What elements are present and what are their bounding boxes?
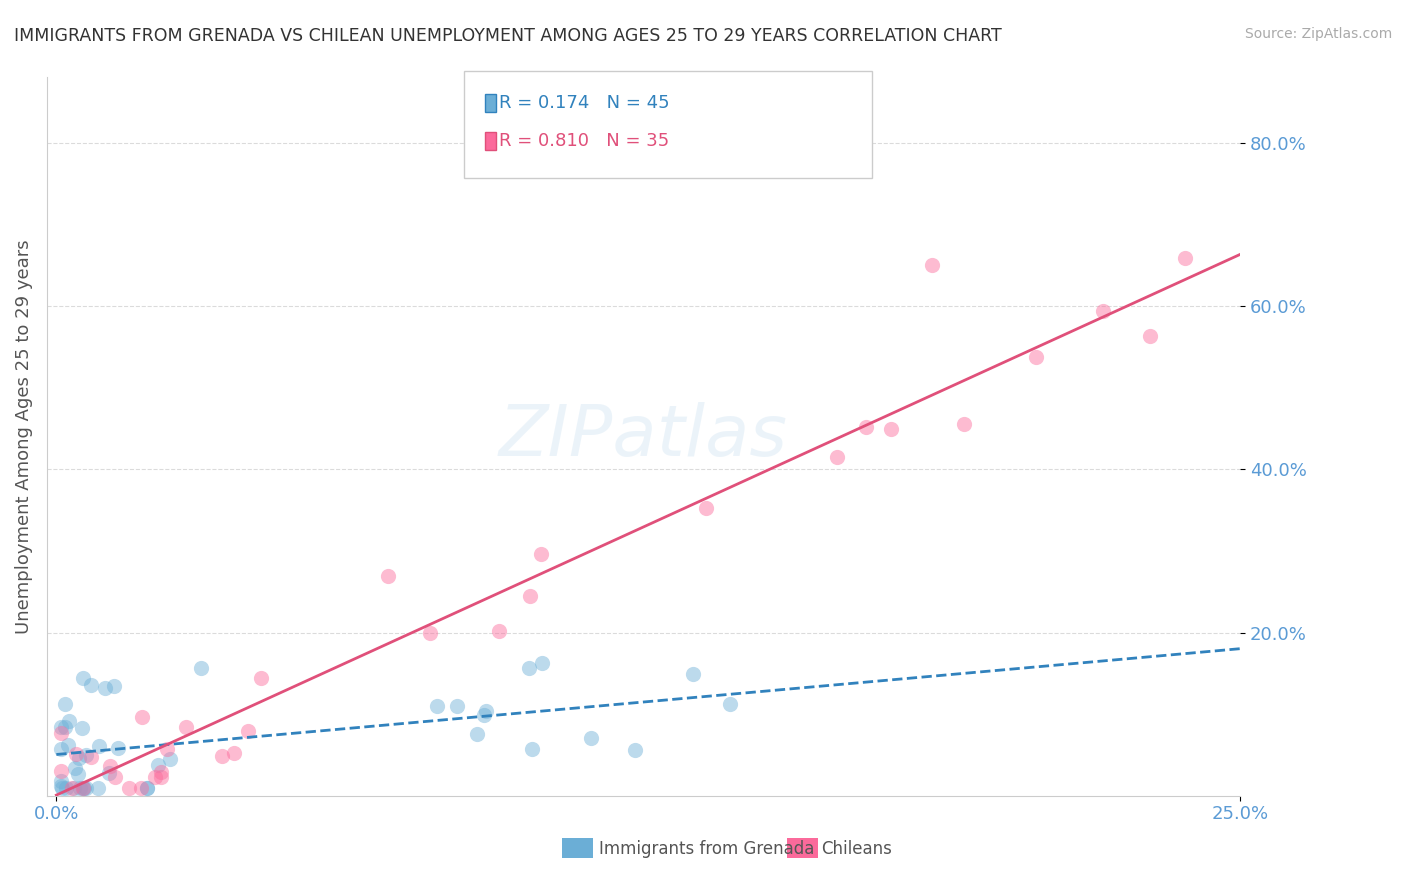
Point (190, 661, 212, 675)
Point (104, 771, 127, 785)
Point (519, 589, 541, 603)
Point (146, 758, 169, 772)
Point (581, 731, 603, 746)
Point (530, 657, 553, 671)
Point (1139, 329, 1161, 343)
Point (174, 720, 197, 734)
Point (73, 780, 96, 795)
Point (131, 710, 153, 724)
Point (53, 720, 76, 734)
Point (55, 780, 77, 795)
Point (136, 780, 159, 795)
Point (953, 417, 976, 432)
Point (1091, 304, 1114, 318)
Point (60, 780, 83, 795)
Point (63, 761, 86, 775)
Point (58, 739, 80, 753)
Point (695, 501, 717, 516)
Point (65, 747, 87, 761)
Point (211, 749, 233, 764)
Point (488, 624, 510, 639)
Point (49, 764, 72, 778)
Point (446, 699, 468, 714)
Point (377, 569, 399, 583)
Point (49, 725, 72, 739)
Point (921, 258, 943, 272)
Point (94, 681, 117, 695)
Point (419, 625, 441, 640)
Point (880, 422, 903, 436)
Point (426, 699, 449, 714)
Point (79, 750, 101, 764)
Point (58, 714, 80, 729)
Point (72, 671, 94, 685)
Point (49, 742, 72, 756)
Point (107, 741, 129, 756)
Point (129, 780, 152, 795)
Text: Chileans: Chileans (821, 840, 891, 858)
Point (156, 741, 179, 756)
Point (49, 779, 72, 793)
Point (825, 450, 848, 464)
Text: Immigrants from Grenada: Immigrants from Grenada (599, 840, 814, 858)
Point (855, 419, 877, 434)
Point (67, 750, 90, 764)
Point (143, 770, 166, 784)
Point (55, 698, 77, 712)
Point (472, 707, 495, 722)
Point (149, 771, 172, 785)
Point (682, 667, 704, 681)
Point (72, 780, 94, 795)
Point (249, 671, 271, 685)
Point (236, 723, 259, 738)
Point (103, 679, 125, 693)
Point (70, 721, 93, 735)
Point (67, 767, 90, 781)
Text: R = 0.174   N = 45: R = 0.174 N = 45 (499, 94, 669, 112)
Text: ZIPatlas: ZIPatlas (499, 402, 787, 471)
Text: Source: ZipAtlas.com: Source: ZipAtlas.com (1244, 27, 1392, 41)
Point (98, 759, 121, 773)
Y-axis label: Unemployment Among Ages 25 to 29 years: Unemployment Among Ages 25 to 29 years (15, 239, 32, 634)
Point (72, 780, 94, 795)
Point (97, 765, 120, 780)
Point (87, 780, 110, 795)
Text: IMMIGRANTS FROM GRENADA VS CHILEAN UNEMPLOYMENT AMONG AGES 25 TO 29 YEARS CORREL: IMMIGRANTS FROM GRENADA VS CHILEAN UNEMP… (14, 27, 1002, 45)
Point (80, 678, 103, 692)
Point (475, 704, 498, 718)
Point (718, 697, 741, 711)
Point (76, 747, 98, 762)
Point (75, 780, 97, 795)
Point (49, 720, 72, 734)
Point (51, 780, 73, 795)
Point (624, 743, 647, 757)
Point (89, 739, 111, 753)
Text: R = 0.810   N = 35: R = 0.810 N = 35 (499, 132, 669, 150)
Point (63, 780, 86, 795)
Point (150, 765, 173, 780)
Point (136, 780, 159, 795)
Point (1174, 251, 1197, 265)
Point (118, 780, 141, 795)
Point (49, 773, 72, 788)
Point (465, 727, 488, 741)
Point (522, 741, 544, 756)
Point (517, 661, 540, 675)
Point (1025, 350, 1047, 364)
Point (159, 751, 181, 765)
Point (222, 746, 245, 760)
Point (530, 547, 553, 561)
Point (69, 780, 91, 795)
